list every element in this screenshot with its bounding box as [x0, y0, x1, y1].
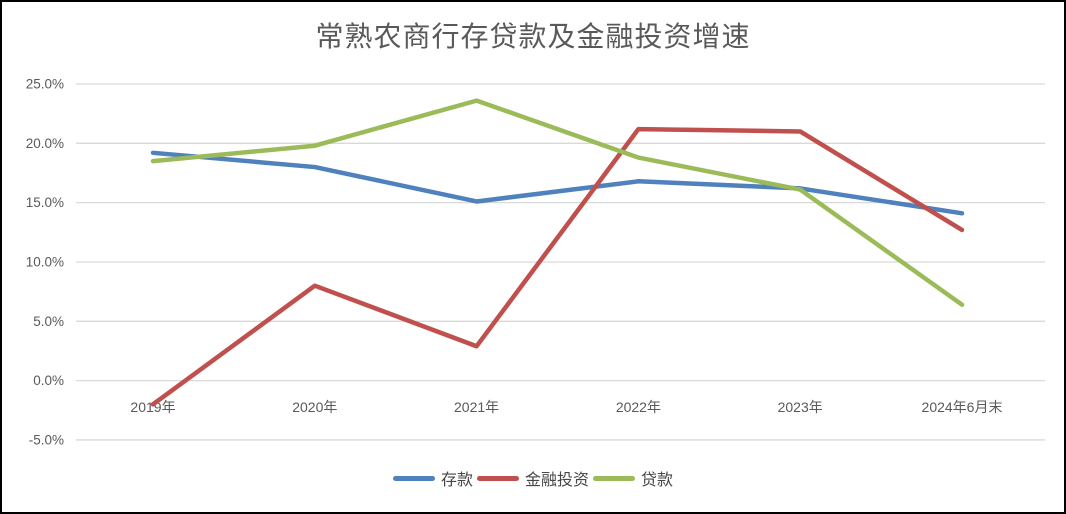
y-tick-label: -5.0% — [29, 432, 64, 447]
y-tick-label: 25.0% — [26, 77, 64, 92]
y-tick-label: 0.0% — [33, 373, 64, 388]
legend-item-1: 金融投资 — [476, 466, 589, 490]
series-line-0 — [150, 150, 965, 216]
x-tick-label: 2021年 — [454, 399, 499, 415]
legend-line-swatch-icon — [476, 475, 519, 481]
chart-plot-area: 25.0% 20.0% 15.0% 10.0% 5.0% 0.0% -5.0% 2019年 20… — [26, 77, 1045, 447]
y-tick-label: 15.0% — [26, 195, 64, 210]
chart-legend: 存款 金融投资 贷款 — [2, 466, 1064, 490]
x-tick-label: 2024年6月末 — [922, 399, 1003, 415]
series-line-2 — [150, 98, 965, 307]
y-tick-label: 10.0% — [26, 254, 64, 269]
x-tick-label: 2023年 — [778, 399, 823, 415]
x-tick-label: 2022年 — [616, 399, 661, 415]
legend-item-2: 贷款 — [593, 466, 673, 490]
legend-item-0: 存款 — [392, 466, 473, 490]
legend-label: 存款 — [440, 470, 473, 489]
legend-line-swatch-icon — [392, 475, 435, 481]
y-tick-label: 5.0% — [33, 314, 64, 329]
y-tick-label: 20.0% — [26, 136, 64, 151]
x-tick-label: 2020年 — [292, 399, 337, 415]
legend-line-swatch-icon — [593, 475, 635, 481]
x-tick-label: 2019年 — [130, 399, 175, 415]
legend-label: 贷款 — [641, 470, 674, 489]
series-line-1 — [150, 126, 965, 407]
legend-label: 金融投资 — [524, 470, 589, 489]
chart-title: 常熟农商行存贷款及金融投资增速 — [315, 20, 751, 53]
